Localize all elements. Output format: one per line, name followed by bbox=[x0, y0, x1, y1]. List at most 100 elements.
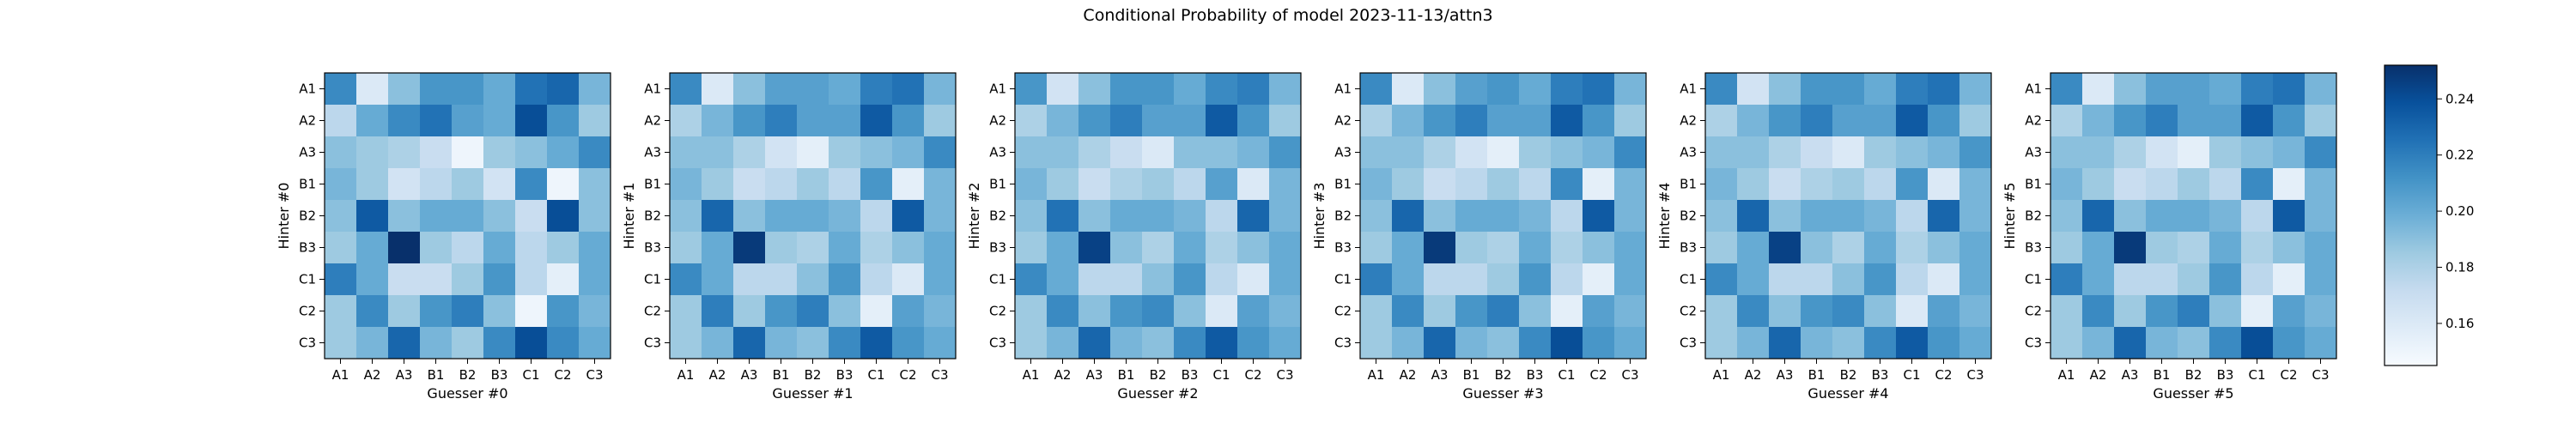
heatmap-cell bbox=[1015, 295, 1048, 328]
heatmap-cell bbox=[860, 263, 893, 296]
heatmap-cell bbox=[420, 105, 453, 137]
heatmap-cell bbox=[2241, 263, 2274, 296]
heatmap-cell bbox=[547, 263, 580, 296]
heatmap-cell bbox=[420, 295, 453, 328]
heatmap-cell bbox=[1424, 105, 1456, 137]
heatmap-cell bbox=[702, 136, 734, 169]
heatmap-cell bbox=[483, 168, 516, 201]
heatmap-cell bbox=[1519, 295, 1552, 328]
heatmap-cell bbox=[325, 200, 357, 233]
heatmap-cell bbox=[1110, 168, 1143, 201]
y-axis-label: Hinter #5 bbox=[2002, 183, 2018, 250]
heatmap-cell bbox=[1487, 200, 1520, 233]
x-tick-label: B2 bbox=[459, 367, 477, 383]
y-tick-label: C2 bbox=[299, 304, 316, 319]
x-tick-label: A1 bbox=[677, 367, 695, 383]
y-tick-label: C3 bbox=[299, 335, 316, 351]
heatmap-cell bbox=[892, 168, 925, 201]
heatmap-cell bbox=[1142, 327, 1175, 360]
heatmap-cell bbox=[483, 136, 516, 169]
heatmap-cell bbox=[1801, 105, 1833, 137]
heatmap-cell bbox=[1864, 73, 1897, 106]
y-tick-label: B1 bbox=[299, 177, 316, 192]
heatmap-cell bbox=[924, 263, 957, 296]
heatmap-cell bbox=[2146, 263, 2178, 296]
heatmap-cell bbox=[2082, 263, 2115, 296]
y-tick-label: A1 bbox=[2025, 82, 2042, 97]
heatmap-cell bbox=[733, 168, 766, 201]
heatmap-cell bbox=[452, 105, 484, 137]
y-tick-label: B1 bbox=[1680, 177, 1697, 192]
y-axis-label: Hinter #3 bbox=[1311, 183, 1327, 250]
heatmap-cell bbox=[2178, 105, 2210, 137]
heatmap-cell bbox=[1455, 168, 1488, 201]
x-tick-label: B3 bbox=[2217, 367, 2234, 383]
heatmap-cell bbox=[1519, 105, 1552, 137]
heatmap-cell bbox=[2178, 327, 2210, 360]
heatmap-cell bbox=[1959, 263, 1992, 296]
heatmap-cell bbox=[1078, 168, 1111, 201]
heatmap-cell bbox=[2146, 232, 2178, 264]
heatmap-cell bbox=[1928, 327, 1960, 360]
heatmap-cell bbox=[483, 105, 516, 137]
heatmap-cell bbox=[2082, 136, 2115, 169]
heatmap-cell bbox=[579, 232, 611, 264]
heatmap-cell bbox=[765, 136, 798, 169]
heatmap-cell bbox=[1864, 200, 1897, 233]
y-tick-label: B2 bbox=[299, 208, 316, 224]
heatmap-cell bbox=[1269, 73, 1302, 106]
heatmap-cell bbox=[829, 232, 861, 264]
heatmap-cell bbox=[1174, 136, 1206, 169]
heatmap-cell bbox=[1519, 327, 1552, 360]
heatmap-cell bbox=[579, 73, 611, 106]
x-axis-label: Guesser #3 bbox=[1462, 385, 1543, 402]
heatmap-cell bbox=[483, 200, 516, 233]
heatmap-cell bbox=[765, 73, 798, 106]
heatmap-cell bbox=[1078, 232, 1111, 264]
x-tick-label: B1 bbox=[1463, 367, 1480, 383]
heatmap-cell bbox=[1583, 327, 1615, 360]
heatmap-cell bbox=[1928, 105, 1960, 137]
heatmap-cell bbox=[579, 136, 611, 169]
heatmap-cell bbox=[2209, 105, 2242, 137]
heatmap-cell bbox=[1864, 263, 1897, 296]
heatmap-cell bbox=[1269, 232, 1302, 264]
heatmap-cell bbox=[670, 263, 702, 296]
heatmap-cell bbox=[452, 295, 484, 328]
y-tick-label: B2 bbox=[2025, 208, 2042, 224]
heatmap-cell bbox=[765, 295, 798, 328]
heatmap-cell bbox=[2050, 200, 2083, 233]
heatmap-cell bbox=[2178, 295, 2210, 328]
y-tick-label: B2 bbox=[1680, 208, 1697, 224]
heatmap-cell bbox=[1487, 263, 1520, 296]
x-tick-label: B2 bbox=[1840, 367, 1857, 383]
heatmap-cell bbox=[1769, 168, 1801, 201]
heatmap-cell bbox=[1174, 327, 1206, 360]
heatmap-cell bbox=[1737, 200, 1770, 233]
heatmap-cell bbox=[1110, 295, 1143, 328]
y-tick-label: C3 bbox=[1334, 335, 1352, 351]
heatmap-cell bbox=[2050, 232, 2083, 264]
x-tick-label: A3 bbox=[741, 367, 758, 383]
y-tick-label: A3 bbox=[299, 145, 316, 160]
heatmap-cell bbox=[356, 136, 389, 169]
heatmap-cell bbox=[1142, 168, 1175, 201]
heatmap-cell bbox=[892, 327, 925, 360]
x-axis-label: Guesser #2 bbox=[1117, 385, 1198, 402]
heatmap-cell bbox=[1737, 263, 1770, 296]
heatmap-cell bbox=[829, 200, 861, 233]
heatmap-cell bbox=[860, 200, 893, 233]
heatmap-cell bbox=[1519, 263, 1552, 296]
heatmap-cell bbox=[1078, 327, 1111, 360]
heatmap-cell bbox=[515, 73, 548, 106]
heatmap-cell bbox=[1896, 136, 1929, 169]
heatmap-cell bbox=[2305, 232, 2337, 264]
heatmap-cell bbox=[1705, 327, 1738, 360]
heatmap-cell bbox=[1015, 232, 1048, 264]
heatmap-cell bbox=[2241, 327, 2274, 360]
heatmap-cell bbox=[1801, 168, 1833, 201]
heatmap-cell bbox=[1928, 136, 1960, 169]
heatmap-cell bbox=[2209, 232, 2242, 264]
heatmap-cell bbox=[1047, 168, 1079, 201]
heatmap-cell bbox=[388, 327, 421, 360]
